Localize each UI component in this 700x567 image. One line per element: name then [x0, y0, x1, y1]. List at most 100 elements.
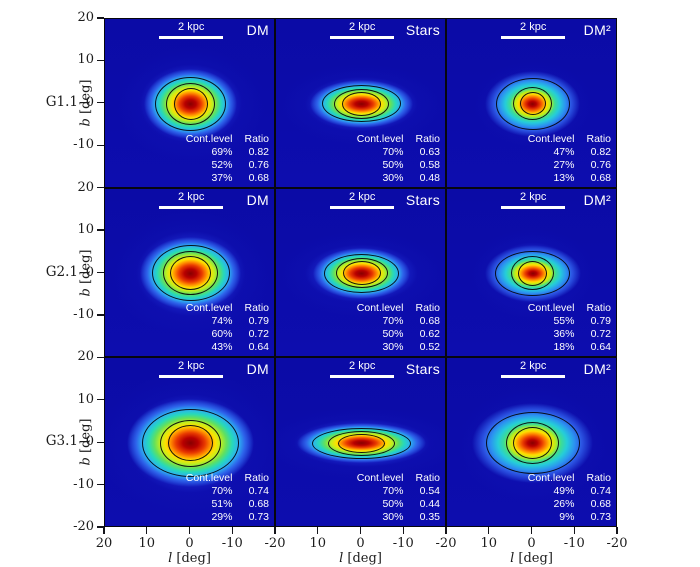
ratio-value: 0.79 — [248, 315, 269, 328]
y-tick-label: -10 — [73, 137, 94, 153]
contour-table-row: 50% 0.58 — [357, 159, 440, 172]
scale-bar — [159, 375, 224, 379]
ratio-value: 0.68 — [590, 171, 611, 184]
contour-ellipse-1 — [142, 409, 239, 478]
y-tick-mark — [97, 59, 104, 61]
row-label-G3.1: G3.1 — [45, 433, 78, 450]
contour-ellipse-3 — [173, 87, 208, 120]
contour-level-value: 60% — [211, 328, 233, 341]
contour-level-header: Cont.level — [185, 132, 233, 145]
contour-table-header-row: Cont.level Ratio — [186, 133, 269, 146]
ratio-value: 0.74 — [590, 484, 611, 497]
contour-ellipse-3 — [338, 433, 385, 453]
contour-ellipse-1 — [495, 77, 570, 130]
y-tick-mark — [97, 102, 104, 104]
ratio-value: 0.76 — [248, 158, 269, 171]
contour-level-value: 30% — [382, 171, 404, 184]
scale-bar-label: 2 kpc — [349, 190, 376, 203]
contour-table-header-row: Cont.level Ratio — [528, 302, 611, 315]
contour-level-header: Cont.level — [527, 302, 575, 315]
contour-level-value: 13% — [553, 171, 575, 184]
x-tick-label: 10 — [480, 536, 498, 551]
panel-G1.1-DM²: 2 kpc DM² Cont.level Ratio 47% 0.82 27% 0.76 13%… — [446, 18, 617, 188]
contour-table: Cont.level Ratio 70% 0.54 50% 0.44 30% 0.35 — [357, 472, 440, 524]
contour-table-row: 18% 0.64 — [528, 341, 611, 354]
contour-table-row: 60% 0.72 — [186, 328, 269, 341]
y-axis-label: b [deg] — [79, 249, 94, 296]
contour-level-value: 47% — [553, 145, 575, 158]
y-axis-variable: b — [78, 287, 94, 296]
x-tick-mark — [231, 527, 233, 534]
scale-bar-label: 2 kpc — [178, 21, 205, 33]
contour-level-value: 36% — [553, 328, 575, 341]
y-tick-label: 0 — [85, 94, 94, 110]
contour-table-header-row: Cont.level Ratio — [186, 472, 269, 485]
contour-level-value: 70% — [382, 145, 404, 158]
contour-ellipse-3 — [342, 91, 381, 116]
contour-ellipse-1 — [485, 412, 580, 475]
contour-ellipse-3 — [513, 427, 552, 460]
ratio-value: 0.48 — [419, 171, 440, 184]
y-tick-label: 20 — [77, 10, 94, 25]
scale-bar — [501, 205, 566, 209]
contour-table-header-row: Cont.level Ratio — [528, 472, 611, 485]
contour-table: Cont.level Ratio 70% 0.74 51% 0.68 29% 0.73 — [186, 472, 269, 524]
scale-bar — [159, 205, 224, 209]
contour-ellipse-1 — [155, 76, 226, 131]
scale-bar — [501, 36, 566, 39]
ratio-value: 0.63 — [419, 145, 440, 158]
y-axis-label: b [deg] — [79, 419, 94, 466]
x-tick-label: 0 — [185, 536, 194, 551]
ratio-value: 0.68 — [248, 497, 269, 510]
contour-ellipse-2 — [506, 422, 559, 465]
scale-bar — [159, 36, 224, 39]
ratio-header: Ratio — [586, 471, 611, 484]
contour-table-row: 36% 0.72 — [528, 328, 611, 341]
row-label-G1.1: G1.1 — [45, 93, 78, 110]
ratio-header: Ratio — [244, 471, 269, 484]
ratio-value: 0.73 — [590, 510, 611, 523]
contour-table-row: 51% 0.68 — [186, 498, 269, 511]
scale-bar-label: 2 kpc — [520, 360, 547, 373]
contour-table: Cont.level Ratio 47% 0.82 27% 0.76 13% 0.68 — [528, 133, 611, 185]
y-tick-label: 10 — [77, 391, 94, 407]
x-tick-label: -20 — [435, 536, 457, 551]
ratio-value: 0.76 — [590, 158, 611, 171]
y-tick-mark — [97, 229, 104, 231]
panel-G2.1-Stars: 2 kpc Stars Cont.level Ratio 70% 0.68 50% 0.62 3… — [275, 187, 446, 358]
ratio-value: 0.62 — [419, 328, 440, 341]
contour-ellipse-1 — [322, 85, 401, 123]
x-axis-unit: [deg] — [176, 551, 211, 566]
y-tick-label: 0 — [85, 264, 94, 280]
row-label-G2.1: G2.1 — [45, 263, 78, 280]
contour-level-value: 29% — [211, 510, 233, 523]
ratio-value: 0.79 — [590, 315, 611, 328]
y-tick-mark — [97, 526, 104, 528]
contour-level-value: 26% — [553, 497, 575, 510]
contour-table-row: 70% 0.68 — [357, 315, 440, 328]
ratio-header: Ratio — [415, 132, 440, 145]
ratio-value: 0.68 — [248, 171, 269, 184]
contour-table-header-row: Cont.level Ratio — [357, 302, 440, 315]
x-tick-label: -20 — [606, 536, 628, 551]
contour-table-row: 30% 0.35 — [357, 511, 440, 524]
panel-G3.1-DM: 2 kpc DM Cont.level Ratio 70% 0.74 51% 0.68 29% 0… — [104, 357, 275, 527]
contour-table-row: 55% 0.79 — [528, 315, 611, 328]
contour-level-value: 55% — [553, 315, 575, 328]
contour-ellipse-1 — [495, 250, 570, 296]
contour-level-value: 74% — [211, 315, 233, 328]
y-axis-variable: b — [78, 117, 94, 127]
contour-ellipse-2 — [334, 88, 389, 119]
scale-bar — [330, 205, 395, 209]
contour-table-row: 13% 0.68 — [528, 172, 611, 185]
contour-table-row: 70% 0.74 — [186, 485, 269, 498]
x-tick-label: 20 — [95, 536, 113, 551]
contour-table-row: 70% 0.54 — [357, 485, 440, 498]
contour-table-row: 50% 0.44 — [357, 498, 440, 511]
contour-level-value: 70% — [382, 315, 404, 328]
contour-level-value: 9% — [559, 510, 575, 523]
x-axis-variable: l — [510, 551, 515, 566]
contour-table-row: 74% 0.79 — [186, 315, 269, 328]
column-label: Stars — [405, 22, 440, 38]
